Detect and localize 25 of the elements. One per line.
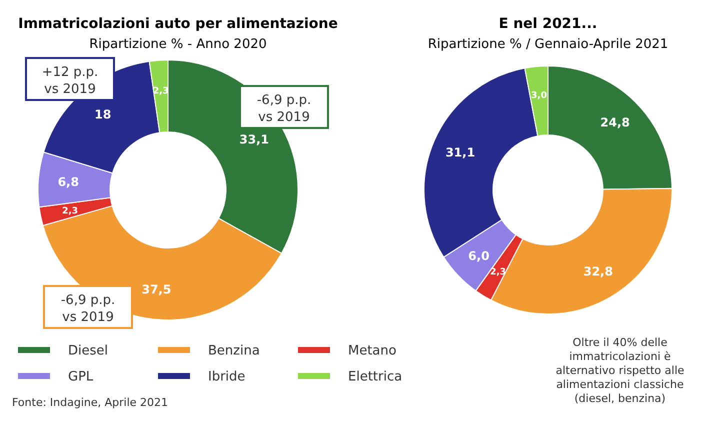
- text: +12 p.p. vs 2019: [42, 65, 98, 97]
- chart-title: Immatricolazioni auto per alimentazione: [18, 16, 338, 32]
- source-note: Fonte: Indagine, Aprile 2021: [12, 396, 168, 409]
- data-label: 31,1: [445, 146, 476, 160]
- chart-subtitle: Ripartizione % / Gennaio-Aprile 2021: [428, 37, 668, 52]
- chart-subtitle: Ripartizione % - Anno 2020: [89, 37, 267, 52]
- legend-label: Benzina: [208, 344, 260, 359]
- legend-label: GPL: [68, 370, 94, 385]
- data-label: 33,1: [239, 132, 270, 147]
- data-label: 2,3: [62, 206, 78, 216]
- data-label: 6,0: [468, 249, 490, 264]
- text: Oltre il 40% delle immatricolazioni è alternativo rispetto alle alimentazioni classiche (diesel, benzina): [556, 336, 685, 405]
- text: -6,9 p.p. vs 2019: [256, 93, 312, 125]
- data-label: 32,8: [583, 264, 613, 278]
- legend-label: Diesel: [68, 344, 108, 359]
- data-label: 24,8: [600, 115, 630, 130]
- data-label: 18: [94, 107, 112, 122]
- chart-title: E nel 2021...: [498, 16, 598, 32]
- text: -6,9 p.p. vs 2019: [60, 293, 116, 325]
- legend-label: Ibride: [208, 370, 246, 385]
- legend-label: Elettrica: [348, 370, 402, 385]
- legend-label: Metano: [348, 344, 397, 359]
- data-label: 3,0: [531, 91, 547, 102]
- data-label: 37,5: [142, 282, 172, 297]
- data-label: 6,8: [58, 175, 79, 190]
